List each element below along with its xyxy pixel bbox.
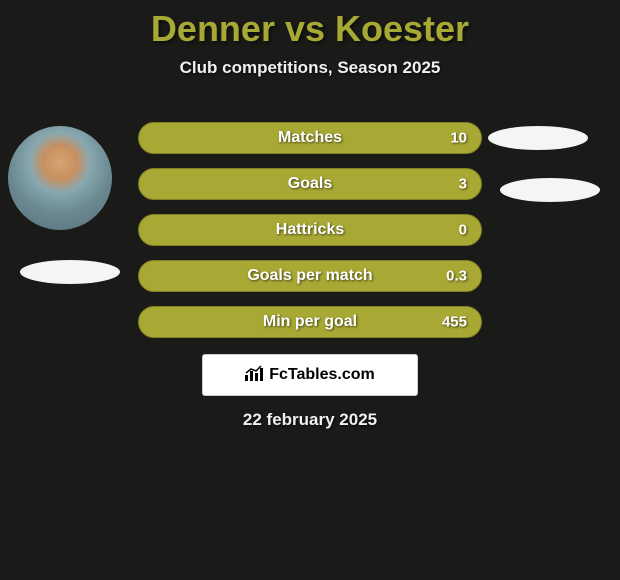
date-text: 22 february 2025 xyxy=(243,410,377,430)
stat-label: Goals xyxy=(288,175,332,193)
stat-bar: Goals 3 xyxy=(138,168,482,200)
chart-icon xyxy=(245,365,265,386)
stat-bar: Min per goal 455 xyxy=(138,306,482,338)
shadow-oval-right-1 xyxy=(488,126,588,150)
shadow-oval-left xyxy=(20,260,120,284)
stat-label: Matches xyxy=(278,129,342,147)
shadow-oval-right-2 xyxy=(500,178,600,202)
stat-bar: Matches 10 xyxy=(138,122,482,154)
stats-bars: Matches 10 Goals 3 Hattricks 0 Goals per… xyxy=(138,122,482,352)
brand-text: FcTables.com xyxy=(269,366,375,384)
stat-bar: Goals per match 0.3 xyxy=(138,260,482,292)
subtitle: Club competitions, Season 2025 xyxy=(0,58,620,78)
player-avatar-left xyxy=(8,126,112,230)
brand-badge: FcTables.com xyxy=(202,354,418,396)
stat-value: 0 xyxy=(459,222,467,239)
stat-value: 455 xyxy=(442,314,467,331)
stat-label: Hattricks xyxy=(276,221,344,239)
stat-value: 0.3 xyxy=(446,268,467,285)
stat-label: Min per goal xyxy=(263,313,357,331)
stat-label: Goals per match xyxy=(247,267,372,285)
stat-bar: Hattricks 0 xyxy=(138,214,482,246)
stat-value: 3 xyxy=(459,176,467,193)
page-title: Denner vs Koester xyxy=(0,0,620,50)
stat-value: 10 xyxy=(450,130,467,147)
